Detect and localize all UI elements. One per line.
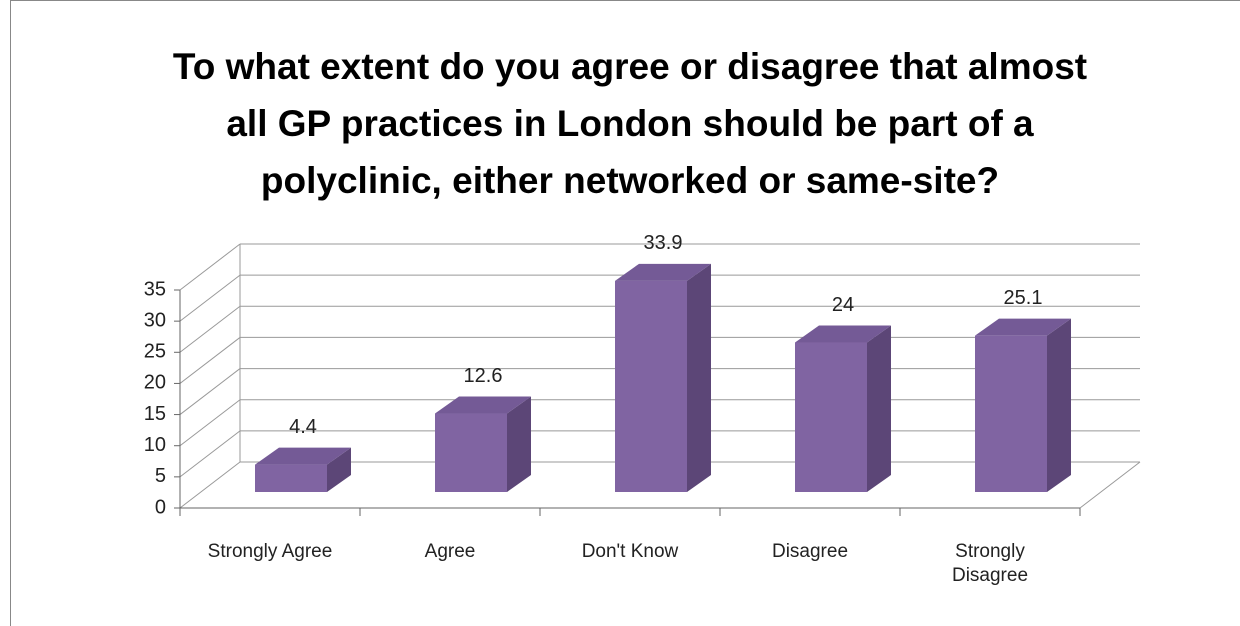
- grid-line: [179, 243, 241, 291]
- grid-line: [179, 337, 241, 384]
- y-tick-label: 25: [144, 341, 166, 363]
- y-tick-label: 35: [144, 278, 166, 300]
- frame: [10, 0, 1240, 626]
- value-label: 25.1: [1004, 287, 1043, 309]
- x-tick-label: Agree: [424, 541, 476, 562]
- floor-edge: [1079, 461, 1141, 509]
- y-tick-label: 30: [144, 309, 166, 331]
- bar-top: [435, 396, 531, 414]
- bar-side: [1047, 318, 1071, 492]
- grid-line: [179, 430, 241, 478]
- bar-side: [327, 447, 351, 492]
- grid-line: [179, 305, 241, 353]
- y-tick-label: 20: [144, 372, 166, 394]
- bar-front: [975, 335, 1047, 492]
- x-tick-label: Strongly Disagree: [951, 541, 1029, 586]
- bar-front: [795, 342, 867, 492]
- grid-line: [179, 274, 241, 322]
- value-label: 24: [832, 294, 854, 316]
- y-tick-label: 0: [155, 496, 166, 518]
- value-label: 12.6: [464, 365, 503, 387]
- value-label: 4.4: [289, 416, 317, 438]
- y-tick-label: 10: [144, 434, 166, 456]
- bar-front: [255, 464, 327, 492]
- bar-side: [687, 263, 711, 492]
- bar-top: [975, 318, 1071, 336]
- bar-top: [615, 263, 711, 281]
- bar-top: [255, 447, 351, 465]
- bar-side: [867, 325, 891, 492]
- grid-line: [179, 461, 241, 509]
- grid-line: [179, 368, 241, 415]
- bar-front: [435, 413, 507, 492]
- bar-front: [615, 280, 687, 492]
- x-tick-label: Strongly Agree: [207, 541, 333, 562]
- chart-title: To what extent do you agree or disagree …: [172, 46, 1088, 201]
- grid-line: [179, 399, 241, 447]
- bar-top: [795, 325, 891, 343]
- y-tick-label: 15: [144, 403, 166, 425]
- bar-side: [507, 396, 531, 492]
- value-label: 33.9: [644, 232, 683, 254]
- x-tick-label: Disagree: [771, 541, 849, 562]
- x-tick-label: Don't Know: [581, 541, 679, 562]
- y-tick-label: 5: [155, 465, 166, 487]
